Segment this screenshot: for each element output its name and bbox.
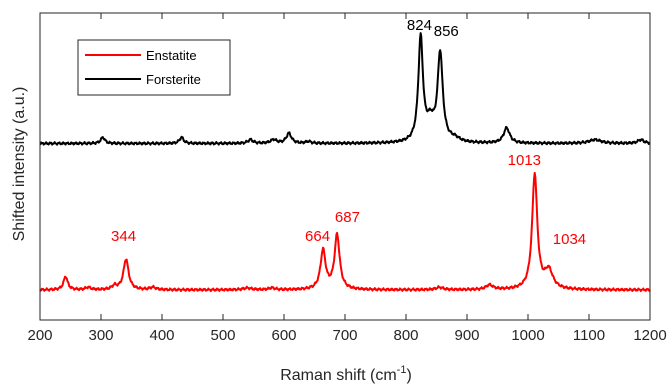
x-axis-title-main: Raman shift (cm [280,367,396,384]
series-line-enstatite [39,171,651,293]
peak-label-664: 664 [305,228,330,245]
x-tick-label-500: 500 [210,327,235,344]
legend-label-forsterite: Forsterite [146,72,201,87]
series-layer [39,32,651,293]
x-tick-label-800: 800 [393,327,418,344]
x-tick-label-200: 200 [27,327,52,344]
axes: 200 300 400 500 600 700 800 900 1000 1100 1200 [27,12,667,344]
x-tick-label-400: 400 [149,327,174,344]
x-axis-title-superscript: -1 [397,364,407,376]
x-tick-label-1100: 1100 [573,327,605,344]
x-tick-label-900: 900 [454,327,479,344]
series-line-forsterite [39,32,651,146]
peak-label-824: 824 [407,17,432,34]
x-axis-title-suffix: ) [406,367,411,384]
legend-box [77,39,231,96]
peak-label-1013: 1013 [508,152,541,169]
x-tick-label-1200: 1200 [633,327,666,344]
x-tick-label-700: 700 [332,327,357,344]
x-tick-label-1000: 1000 [511,327,544,344]
x-tick-label-300: 300 [88,327,113,344]
x-tick-label-600: 600 [271,327,296,344]
peak-label-344: 344 [111,228,136,245]
peak-label-687: 687 [335,209,360,226]
y-axis-title: Shifted intensity (a.u.) [11,87,28,242]
peak-label-1034: 1034 [553,231,586,248]
peak-annotations: 824 856 344 664 687 1013 1034 [111,17,586,248]
x-axis-title: Raman shift (cm-1) [280,364,412,384]
peak-label-856: 856 [434,23,459,40]
legend: Enstatite Forsterite [77,39,231,96]
legend-label-enstatite: Enstatite [146,48,197,63]
